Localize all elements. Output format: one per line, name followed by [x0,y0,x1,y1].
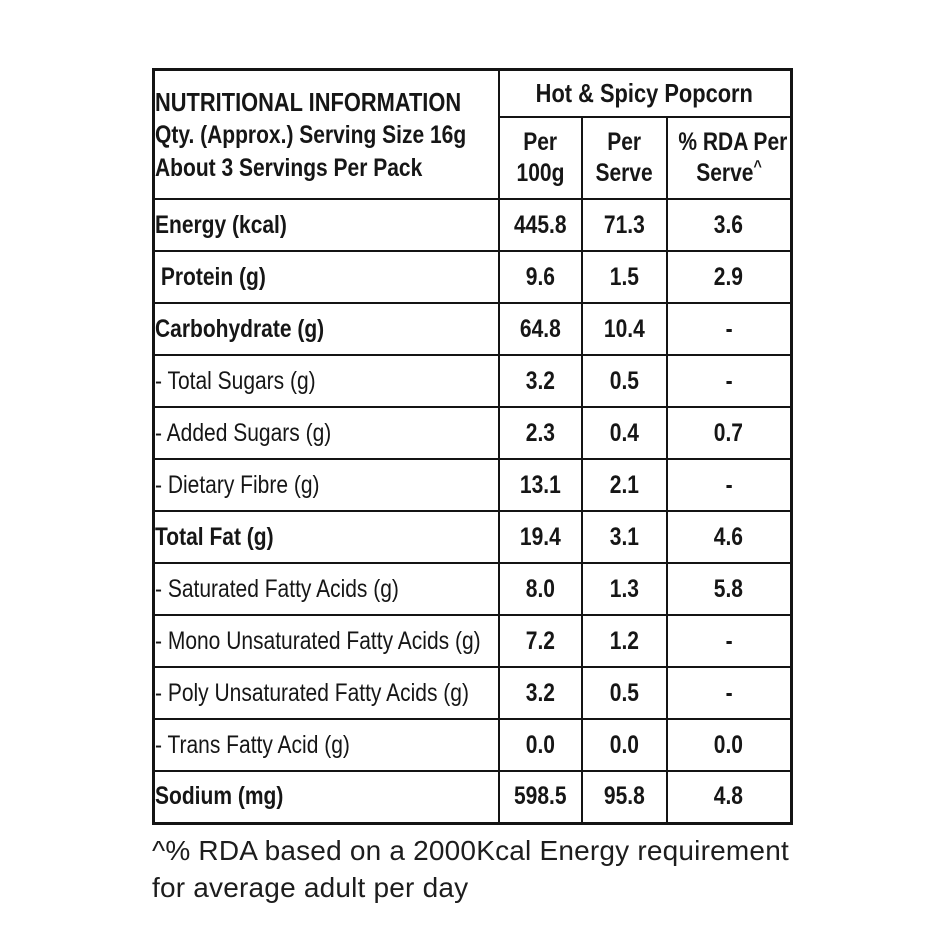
column-header-per-100g: Per 100g [497,116,583,200]
value-rda-per-serve: 0.0 [665,718,793,772]
serving-size-line: Qty. (Approx.) Serving Size 16g [155,120,467,149]
table-row-trans-fatty-acid: - Trans Fatty Acid (g) 0.0 0.0 0.0 [152,718,793,772]
value-per-100g: 8.0 [497,562,583,616]
table-row-carbohydrate: Carbohydrate (g) 64.8 10.4 - [152,302,793,356]
rda-footnote-line2: for average adult per day [152,872,469,903]
table-row-saturated-fatty-acids: - Saturated Fatty Acids (g) 8.0 1.3 5.8 [152,562,793,616]
table-row-dietary-fibre: - Dietary Fibre (g) 13.1 2.1 - [152,458,793,512]
value-per-serve: 95.8 [580,770,668,824]
value-per-serve: 10.4 [580,302,668,356]
value-per-100g: 598.5 [497,770,583,824]
value-per-serve: 3.1 [580,510,668,564]
product-name: Hot & Spicy Popcorn [536,78,754,108]
header-row-product: NUTRITIONAL INFORMATION Qty. (Approx.) S… [152,68,793,200]
value-per-100g: 13.1 [497,458,583,512]
value-per-serve: 0.5 [580,666,668,720]
table-row-poly-unsaturated-fatty-acids: - Poly Unsaturated Fatty Acids (g) 3.2 0… [152,666,793,720]
nutrient-label: - Total Sugars (g) [152,354,500,408]
table-row-protein: Protein (g) 9.6 1.5 2.9 [152,250,793,304]
value-rda-per-serve: - [665,666,793,720]
table-row-added-sugars: - Added Sugars (g) 2.3 0.4 0.7 [152,406,793,460]
value-per-serve: 0.4 [580,406,668,460]
value-per-serve: 2.1 [580,458,668,512]
value-per-100g: 64.8 [497,302,583,356]
table-row-total-fat: Total Fat (g) 19.4 3.1 4.6 [152,510,793,564]
value-rda-per-serve: 5.8 [665,562,793,616]
value-per-serve: 1.3 [580,562,668,616]
value-per-100g: 2.3 [497,406,583,460]
value-per-100g: 445.8 [497,198,583,252]
nutrient-label: Protein (g) [152,250,500,304]
nutrient-label: - Mono Unsaturated Fatty Acids (g) [152,614,500,668]
value-rda-per-serve: 3.6 [665,198,793,252]
table-row-sodium: Sodium (mg) 598.5 95.8 4.8 [152,770,793,824]
value-rda-per-serve: 4.8 [665,770,793,824]
nutrient-label: - Saturated Fatty Acids (g) [152,562,500,616]
value-per-serve: 1.5 [580,250,668,304]
header-row-columns: Per 100g Per Serve % RDA Per Serve^ [154,116,793,200]
rda-footnote-line1: ^% RDA based on a 2000Kcal Energy requir… [152,835,789,866]
nutrient-label: - Added Sugars (g) [152,406,500,460]
value-per-serve: 1.2 [580,614,668,668]
product-name-cell: Hot & Spicy Popcorn [497,68,793,118]
nutrition-info-cell: NUTRITIONAL INFORMATION Qty. (Approx.) S… [152,68,500,200]
table-row-mono-unsaturated-fatty-acids: - Mono Unsaturated Fatty Acids (g) 7.2 1… [152,614,793,668]
nutrient-label: - Dietary Fibre (g) [152,458,500,512]
value-per-100g: 3.2 [497,354,583,408]
value-per-serve: 0.0 [580,718,668,772]
value-per-100g: 7.2 [497,614,583,668]
value-per-serve: 0.5 [580,354,668,408]
caret-superscript: ^ [753,156,762,176]
nutrient-label: - Poly Unsaturated Fatty Acids (g) [152,666,500,720]
nutrient-label: Carbohydrate (g) [152,302,500,356]
value-rda-per-serve: - [665,354,793,408]
value-per-100g: 9.6 [497,250,583,304]
table-row-total-sugars: - Total Sugars (g) 3.2 0.5 - [152,354,793,408]
value-rda-per-serve: 4.6 [665,510,793,564]
nutrition-table: NUTRITIONAL INFORMATION Qty. (Approx.) S… [152,68,794,825]
value-per-100g: 19.4 [497,510,583,564]
column-header-rda-per-serve: % RDA Per Serve^ [665,116,793,200]
value-per-100g: 3.2 [497,666,583,720]
value-rda-per-serve: 2.9 [665,250,793,304]
rda-footnote: ^% RDA based on a 2000Kcal Energy requir… [152,832,789,906]
value-rda-per-serve: - [665,458,793,512]
table-row-energy: Energy (kcal) 445.8 71.3 3.6 [152,198,793,252]
nutrient-label: - Trans Fatty Acid (g) [152,718,500,772]
table-title: NUTRITIONAL INFORMATION [155,86,462,117]
value-per-100g: 0.0 [497,718,583,772]
value-rda-per-serve: - [665,302,793,356]
nutrient-label: Total Fat (g) [152,510,500,564]
column-header-per-serve: Per Serve [580,116,668,200]
value-rda-per-serve: 0.7 [665,406,793,460]
nutrient-label: Sodium (mg) [152,770,500,824]
value-rda-per-serve: - [665,614,793,668]
value-per-serve: 71.3 [580,198,668,252]
servings-per-pack-line: About 3 Servings Per Pack [155,153,423,182]
nutrient-label: Energy (kcal) [152,198,500,252]
